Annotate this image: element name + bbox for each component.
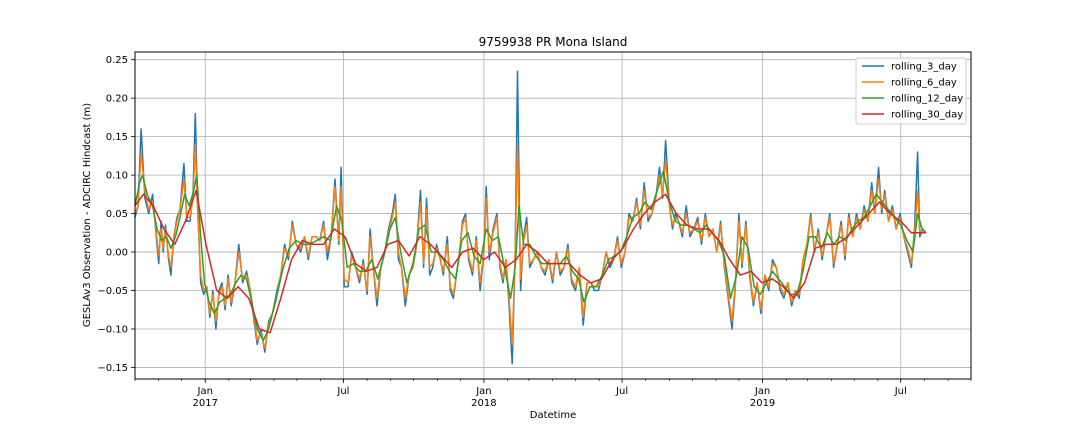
series-line-rolling-3-day [134,70,927,365]
grid [135,52,971,379]
x-tick-label: Jul [336,386,349,397]
series-layer [134,70,927,365]
legend-label: rolling_6_day [891,78,957,89]
y-tick-label: 0.10 [106,171,128,182]
x-axis-label: Datetime [530,410,577,421]
series-line-rolling-30-day [134,189,926,334]
y-axis-label: GESLAv3 Observation - ADCIRC Hindcast (m… [82,103,93,327]
legend-label: rolling_12_day [891,94,963,105]
x-tick-label: Jul [894,386,907,397]
x-tick-label: Jul [615,386,628,397]
series-line-rolling-12-day [134,170,927,342]
y-tick-label: 0.05 [106,209,128,220]
x-tick-label: Jan [197,386,213,397]
legend-box [855,57,967,125]
x-tick-label: Jan [475,386,491,397]
y-tick-label: −0.10 [97,324,128,335]
x-tick-year-label: 2018 [471,398,496,409]
x-tick-label: Jan [754,386,770,397]
legend: rolling_3_day rolling_6_day rolling_12_day… [855,57,967,125]
chart-title: 9759938 PR Mona Island [479,35,628,49]
y-tick-label: −0.05 [97,286,128,297]
y-tick-label: 0.20 [106,94,128,105]
x-tick-year-label: 2017 [193,398,218,409]
plot-frame [134,51,972,380]
legend-label: rolling_30_day [891,110,963,121]
y-tick-label: 0.00 [106,248,128,259]
y-tick-label: −0.15 [97,363,128,374]
y-tick-label: 0.15 [106,132,128,143]
legend-label: rolling_3_day [891,62,957,73]
x-tick-year-label: 2019 [750,398,775,409]
y-axis: −0.15 −0.10 −0.05 0.00 0.05 0.10 0.15 0.20 0.25 [97,55,135,374]
y-tick-label: 0.25 [106,55,128,66]
